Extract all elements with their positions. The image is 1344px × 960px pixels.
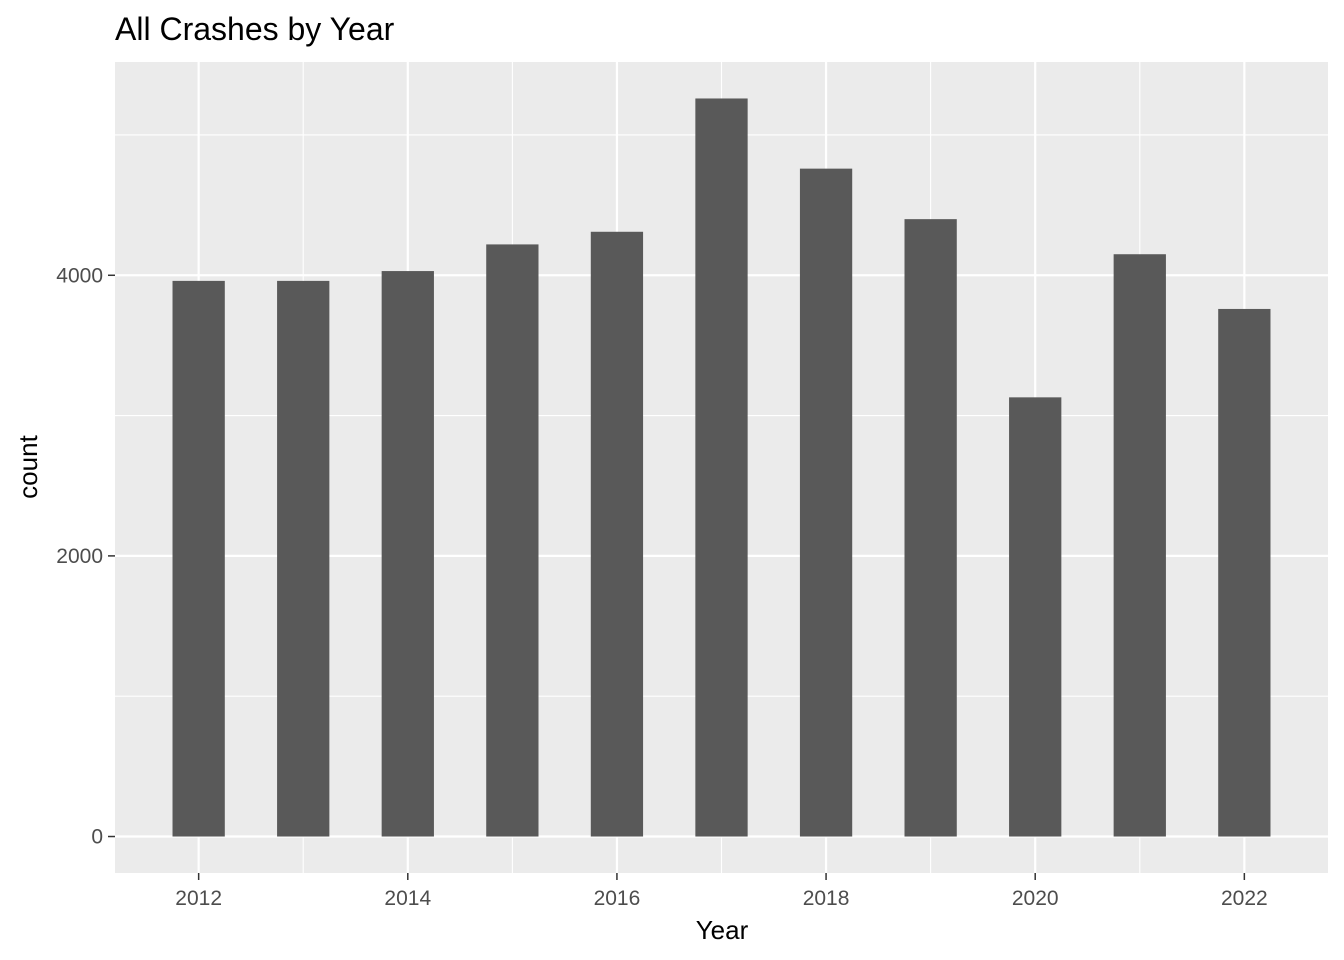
bar-2012 — [172, 280, 225, 837]
bar-2022 — [1218, 308, 1271, 837]
bar-2013 — [277, 280, 330, 837]
x-tick-label: 2020 — [1012, 887, 1059, 910]
y-axis-title: count — [13, 434, 43, 498]
bar-2018 — [799, 168, 853, 837]
x-tick-label: 2016 — [594, 887, 641, 910]
bar-2016 — [590, 231, 644, 837]
bar-2014 — [381, 271, 434, 837]
bar-2021 — [1113, 254, 1166, 837]
bar-2015 — [486, 244, 539, 837]
bar-2020 — [1009, 397, 1062, 837]
x-tick-label: 2012 — [175, 887, 222, 910]
x-tick-label: 2014 — [384, 887, 431, 910]
x-axis: 2012 2014 2016 2018 2020 2022 — [175, 873, 1268, 910]
bar-2017 — [695, 98, 748, 837]
chart-title: All Crashes by Year — [115, 11, 395, 47]
y-axis: 0 2000 4000 — [56, 264, 115, 849]
x-axis-title: Year — [696, 915, 749, 945]
y-tick-label: 4000 — [56, 264, 103, 287]
x-tick-label: 2022 — [1221, 887, 1268, 910]
x-tick-label: 2018 — [803, 887, 850, 910]
bar-2019 — [904, 219, 957, 837]
bars — [172, 98, 1271, 837]
y-tick-label: 2000 — [56, 545, 103, 568]
y-tick-label: 0 — [91, 826, 103, 849]
